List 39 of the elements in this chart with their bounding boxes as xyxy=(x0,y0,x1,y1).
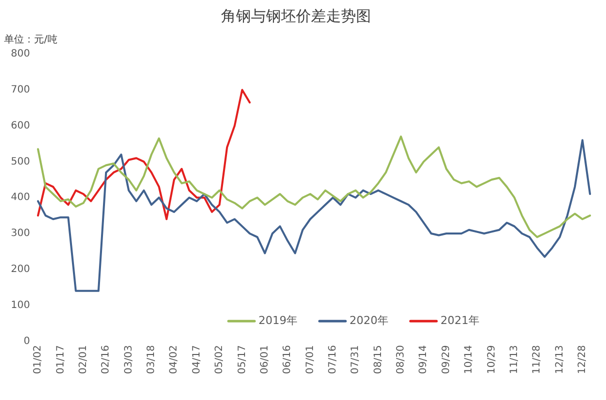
x-tick-label: 03/18 xyxy=(146,345,158,374)
x-tick-label: 09/14 xyxy=(418,345,430,374)
x-tick-label: 05/17 xyxy=(236,345,248,374)
y-tick-label: 800 xyxy=(10,48,30,60)
chart-title: 角钢与钢坯价差走势图 xyxy=(221,6,371,25)
y-tick-label: 200 xyxy=(10,264,30,275)
y-tick-label: 100 xyxy=(10,300,30,311)
x-tick-label: 06/01 xyxy=(259,345,270,374)
y-tick-label: 500 xyxy=(10,156,30,168)
x-tick-label: 07/16 xyxy=(328,345,338,374)
legend-label: 2019年 xyxy=(258,314,298,328)
y-tick-label: 700 xyxy=(10,84,30,96)
x-tick-label: 08/30 xyxy=(396,345,407,374)
legend-label: 2021年 xyxy=(440,314,480,328)
legend-label: 2020年 xyxy=(350,314,389,328)
x-tick-label: 03/03 xyxy=(123,345,134,374)
x-tick-label: 10/14 xyxy=(464,345,475,374)
x-tick-label: 08/15 xyxy=(372,345,384,374)
x-tick-label: 01/17 xyxy=(55,345,66,374)
x-tick-label: 07/31 xyxy=(350,345,362,374)
y-tick-label: 400 xyxy=(10,192,30,204)
y-tick-label: 0 xyxy=(24,336,30,347)
x-tick-label: 04/02 xyxy=(168,345,180,374)
x-tick-label: 09/29 xyxy=(440,345,452,374)
y-tick-label: 300 xyxy=(10,228,30,240)
x-tick-label: 12/28 xyxy=(577,345,588,374)
x-tick-label: 06/16 xyxy=(282,345,294,374)
x-tick-label: 11/13 xyxy=(508,345,520,374)
x-tick-label: 07/01 xyxy=(304,345,316,374)
x-tick-label: 02/01 xyxy=(78,345,89,374)
x-tick-label: 02/16 xyxy=(100,345,112,374)
x-tick-label: 12/13 xyxy=(554,345,566,374)
y-axis-title: 单位：元/吨 xyxy=(4,34,58,46)
x-tick-label: 01/02 xyxy=(32,345,44,374)
y-tick-label: 600 xyxy=(10,120,30,132)
x-tick-label: 05/02 xyxy=(214,345,226,374)
x-tick-label: 10/29 xyxy=(486,345,498,374)
x-tick-label: 11/28 xyxy=(532,345,543,374)
x-tick-label: 04/17 xyxy=(191,345,202,374)
